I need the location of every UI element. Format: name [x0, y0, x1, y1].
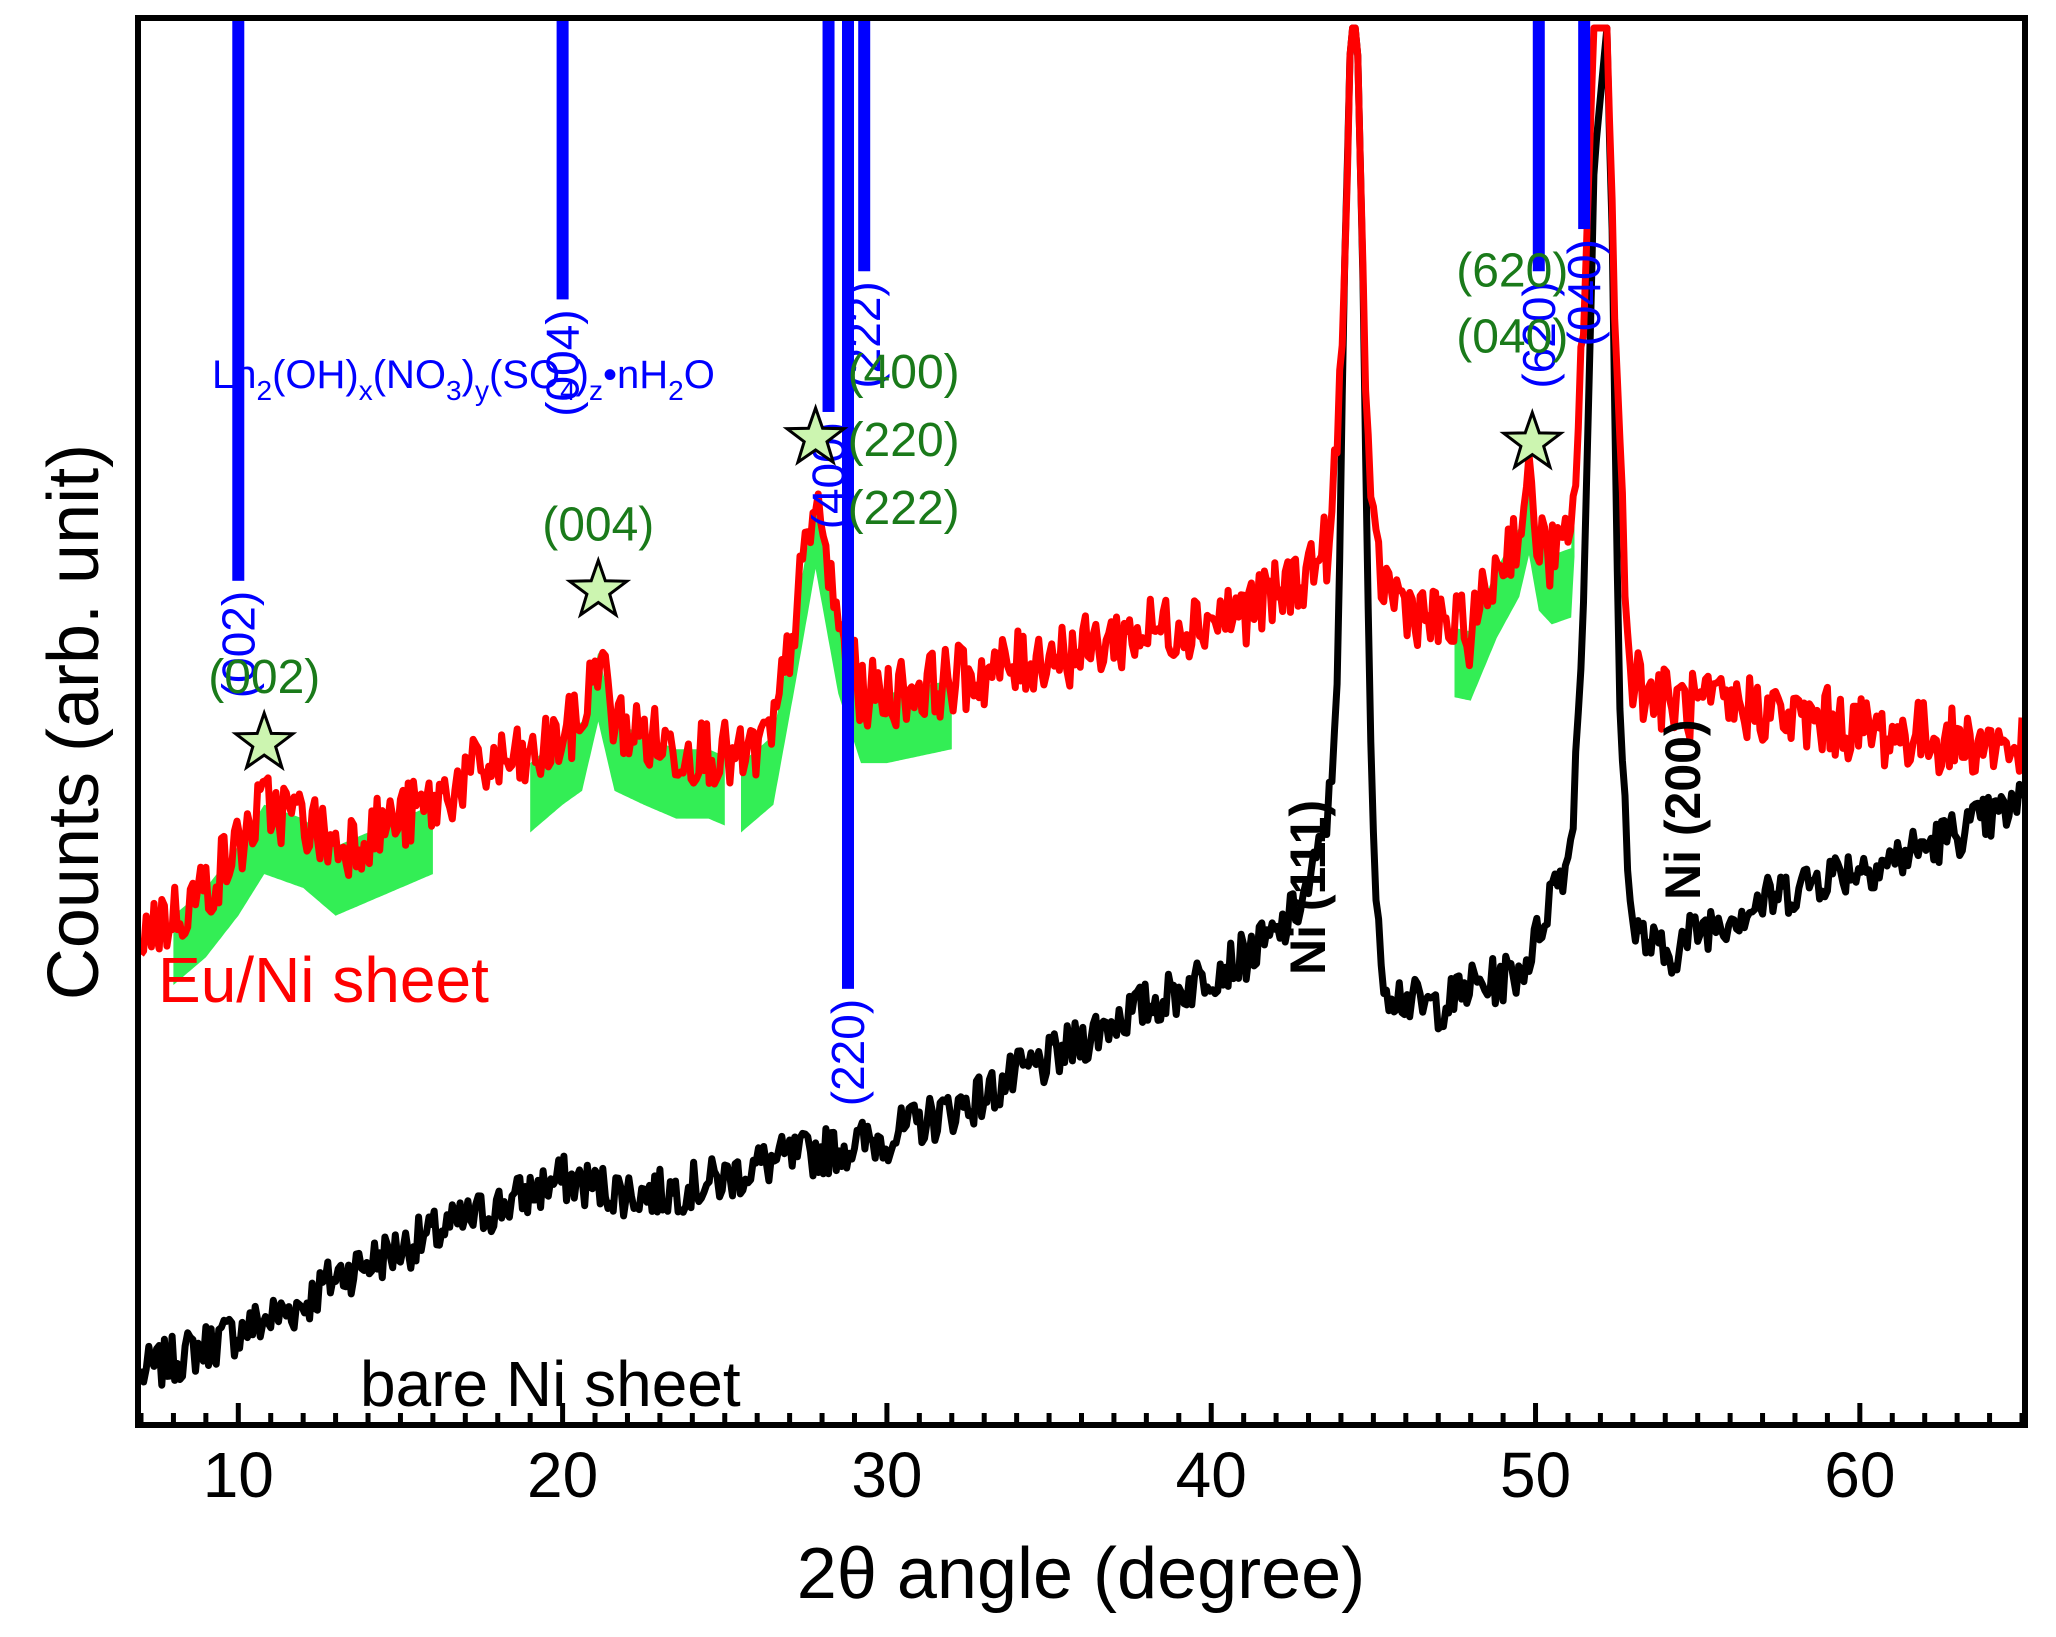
formula-sub: x [359, 375, 373, 406]
formula-sub: 2 [668, 375, 684, 406]
x-tick-label: 60 [1824, 1439, 1895, 1511]
series-label-bare-ni: bare Ni sheet [360, 1348, 741, 1420]
reference-label: (002) [212, 591, 264, 698]
formula-part: (NO [373, 353, 446, 397]
x-tick-label: 30 [851, 1439, 922, 1511]
formula-part: •nH [603, 353, 668, 397]
reference-label: (004) [537, 309, 589, 416]
series-label-eu-ni: Eu/Ni sheet [158, 944, 489, 1016]
formula-part: (OH) [272, 353, 359, 397]
ni-200-label: Ni (200) [1655, 719, 1711, 900]
formula-part: ) [462, 353, 475, 397]
reference-label: (620) [1513, 281, 1565, 388]
peak-hkl-label: (002) [208, 651, 320, 704]
reference-line [1578, 18, 1591, 230]
formula-sub: 3 [446, 375, 462, 406]
star-marker [231, 708, 298, 772]
x-tick-label: 20 [527, 1439, 598, 1511]
x-tick-label: 40 [1176, 1439, 1247, 1511]
reference-label: (222) [838, 281, 890, 388]
x-axis-title: 2θ angle (degree) [797, 1534, 1365, 1614]
formula-part: Ln [212, 353, 257, 397]
star-marker [565, 555, 632, 619]
reference-line [858, 18, 871, 272]
x-axis-ticks: 10 20 30 40 50 60 [138, 1403, 2025, 1511]
reference-label: (040) [1558, 239, 1610, 346]
formula-sub: y [475, 375, 489, 406]
reference-label: (220) [822, 999, 874, 1106]
reference-line [841, 18, 854, 989]
formula-sub: 4 [560, 375, 576, 406]
reference-line [556, 18, 569, 300]
peak-hkl-label: (400) [848, 346, 960, 399]
diffraction-curves [138, 24, 2025, 1389]
reference-formula: Ln2(OH)x(NO3)y(SO4)z•nH2O [212, 353, 715, 406]
formula-sub: 2 [257, 375, 273, 406]
formula-sub: z [589, 375, 603, 406]
x-tick-label: 50 [1500, 1439, 1571, 1511]
reference-line [1532, 18, 1545, 272]
star-marker [782, 403, 849, 466]
star-annotations: (002)(004)(400)(220)(222)(620)(040) [208, 245, 1568, 772]
bare-ni-curve [138, 24, 2025, 1389]
reference-line [822, 18, 835, 412]
peak-hkl-label: (004) [542, 499, 654, 552]
y-axis-title: Counts (arb. unit) [34, 444, 114, 1000]
star-marker [1499, 408, 1566, 471]
formula-part: ) [576, 353, 589, 397]
fit-peak-area [1454, 485, 1575, 701]
eu-ni-curve [138, 24, 2025, 957]
peak-hkl-label: (222) [848, 482, 960, 535]
peak-hkl-label: (220) [848, 414, 960, 467]
x-tick-label: 10 [203, 1439, 274, 1511]
peak-hkl-label: (040) [1456, 311, 1568, 364]
ni-111-label: Ni (111) [1280, 800, 1336, 975]
reference-line [232, 18, 245, 581]
peak-hkl-label: (620) [1456, 245, 1568, 298]
formula-part: O [684, 353, 715, 397]
formula-part: (SO [489, 353, 560, 397]
reference-lines [232, 18, 1591, 989]
